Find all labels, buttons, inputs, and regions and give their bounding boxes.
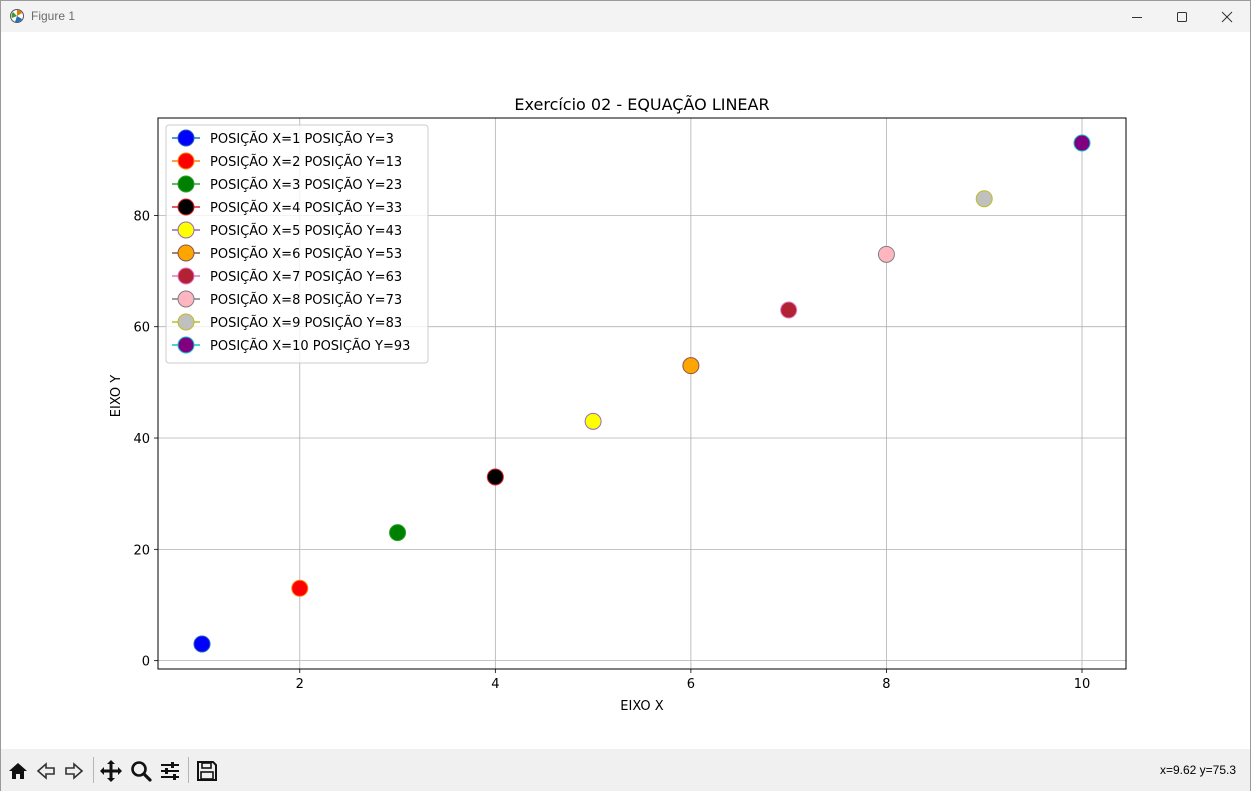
toolbar-separator (188, 757, 189, 783)
legend-marker (177, 267, 195, 285)
minimize-button[interactable] (1114, 1, 1160, 32)
data-point (389, 524, 407, 542)
home-button[interactable] (5, 758, 31, 784)
data-point (486, 468, 504, 486)
x-tick-label: 2 (296, 677, 304, 692)
legend-box (165, 124, 429, 364)
cursor-coordinates: x=9.62 y=75.3 (1159, 763, 1236, 777)
legend-marker (177, 129, 195, 147)
toolbar-separator (93, 757, 94, 783)
save-icon (197, 761, 217, 781)
legend-label: POSIÇÃO X=5 POSIÇÃO Y=43 (210, 223, 402, 239)
title-bar[interactable]: Figure 1 (1, 1, 1250, 32)
legend-label: POSIÇÃO X=3 POSIÇÃO Y=23 (210, 177, 402, 193)
legend-item: POSIÇÃO X=8 POSIÇÃO Y=73 (172, 290, 402, 308)
legend-item: POSIÇÃO X=9 POSIÇÃO Y=83 (172, 313, 402, 331)
scatter-chart: Exercício 02 - EQUAÇÃO LINEAR 2 4 6 8 10 0 20 4… (109, 95, 1127, 714)
legend-marker (177, 198, 195, 216)
legend-item: POSIÇÃO X=2 POSIÇÃO Y=13 (172, 152, 402, 170)
data-point (193, 635, 211, 653)
legend-label: POSIÇÃO X=10 POSIÇÃO Y=93 (210, 338, 410, 354)
configure-subplots-icon (161, 762, 179, 780)
data-point (877, 245, 895, 263)
data-points (193, 134, 1091, 653)
x-tick-label: 6 (687, 677, 695, 692)
back-arrow-icon (36, 762, 55, 780)
x-axis-label: EIXO X (620, 699, 663, 714)
legend-label: POSIÇÃO X=7 POSIÇÃO Y=63 (210, 269, 402, 285)
legend-label: POSIÇÃO X=2 POSIÇÃO Y=13 (210, 154, 402, 170)
figure-canvas[interactable]: Exercício 02 - EQUAÇÃO LINEAR 2 4 6 8 10 0 20 4… (1, 32, 1250, 749)
legend-item: POSIÇÃO X=7 POSIÇÃO Y=63 (172, 267, 402, 285)
chart-title: Exercício 02 - EQUAÇÃO LINEAR (514, 95, 769, 114)
legend: POSIÇÃO X=1 POSIÇÃO Y=3 POSIÇÃO X=2 POSIÇ… (165, 124, 429, 364)
legend-item: POSIÇÃO X=1 POSIÇÃO Y=3 (172, 129, 394, 147)
legend-label: POSIÇÃO X=9 POSIÇÃO Y=83 (210, 315, 402, 331)
maximize-icon (1177, 11, 1187, 22)
legend-marker (177, 313, 195, 331)
forward-button[interactable] (61, 758, 87, 784)
data-point (1073, 134, 1091, 152)
pan-button[interactable] (98, 758, 124, 784)
matplotlib-app-icon (10, 9, 24, 23)
axes-frame (157, 117, 1127, 670)
save-button[interactable] (194, 758, 220, 784)
legend-item: POSIÇÃO X=5 POSIÇÃO Y=43 (172, 221, 402, 239)
data-point (682, 357, 700, 375)
window-title: Figure 1 (31, 9, 76, 23)
data-point (975, 190, 993, 208)
data-point (291, 579, 309, 597)
legend-label: POSIÇÃO X=8 POSIÇÃO Y=73 (210, 292, 402, 308)
legend-marker (177, 290, 195, 308)
legend-marker (177, 175, 195, 193)
back-button[interactable] (33, 758, 59, 784)
legend-item: POSIÇÃO X=6 POSIÇÃO Y=53 (172, 244, 402, 262)
zoom-button[interactable] (128, 758, 154, 784)
axis-ticks: 2 4 6 8 10 0 20 40 60 80 (133, 209, 1090, 692)
legend-label: POSIÇÃO X=1 POSIÇÃO Y=3 (210, 131, 394, 147)
zoom-icon (131, 761, 152, 782)
data-point (780, 301, 798, 319)
data-point (584, 412, 602, 430)
legend-item: POSIÇÃO X=3 POSIÇÃO Y=23 (172, 175, 402, 193)
y-tick-label: 80 (133, 209, 150, 224)
close-icon (1221, 11, 1233, 22)
legend-marker (177, 336, 195, 354)
maximize-button[interactable] (1159, 1, 1205, 32)
y-tick-label: 20 (133, 543, 150, 558)
y-tick-label: 40 (133, 432, 150, 447)
x-tick-label: 4 (491, 677, 499, 692)
forward-arrow-icon (65, 762, 84, 780)
navigation-toolbar: x=9.62 y=75.3 (1, 749, 1250, 791)
y-axis-label: EIXO Y (109, 375, 124, 417)
legend-item: POSIÇÃO X=10 POSIÇÃO Y=93 (172, 336, 410, 354)
x-tick-label: 8 (882, 677, 890, 692)
legend-item: POSIÇÃO X=4 POSIÇÃO Y=33 (172, 198, 402, 216)
minimize-icon (1132, 16, 1142, 18)
legend-label: POSIÇÃO X=4 POSIÇÃO Y=33 (210, 200, 402, 216)
close-button[interactable] (1204, 1, 1250, 32)
x-tick-label: 10 (1074, 677, 1091, 692)
pan-icon (100, 760, 122, 782)
legend-marker (177, 244, 195, 262)
legend-marker (177, 221, 195, 239)
y-tick-label: 60 (133, 321, 150, 336)
y-tick-label: 0 (142, 655, 150, 670)
legend-label: POSIÇÃO X=6 POSIÇÃO Y=53 (210, 246, 402, 262)
home-icon (9, 763, 27, 779)
grid (158, 118, 1126, 669)
configure-subplots-button[interactable] (157, 758, 183, 784)
legend-marker (177, 152, 195, 170)
